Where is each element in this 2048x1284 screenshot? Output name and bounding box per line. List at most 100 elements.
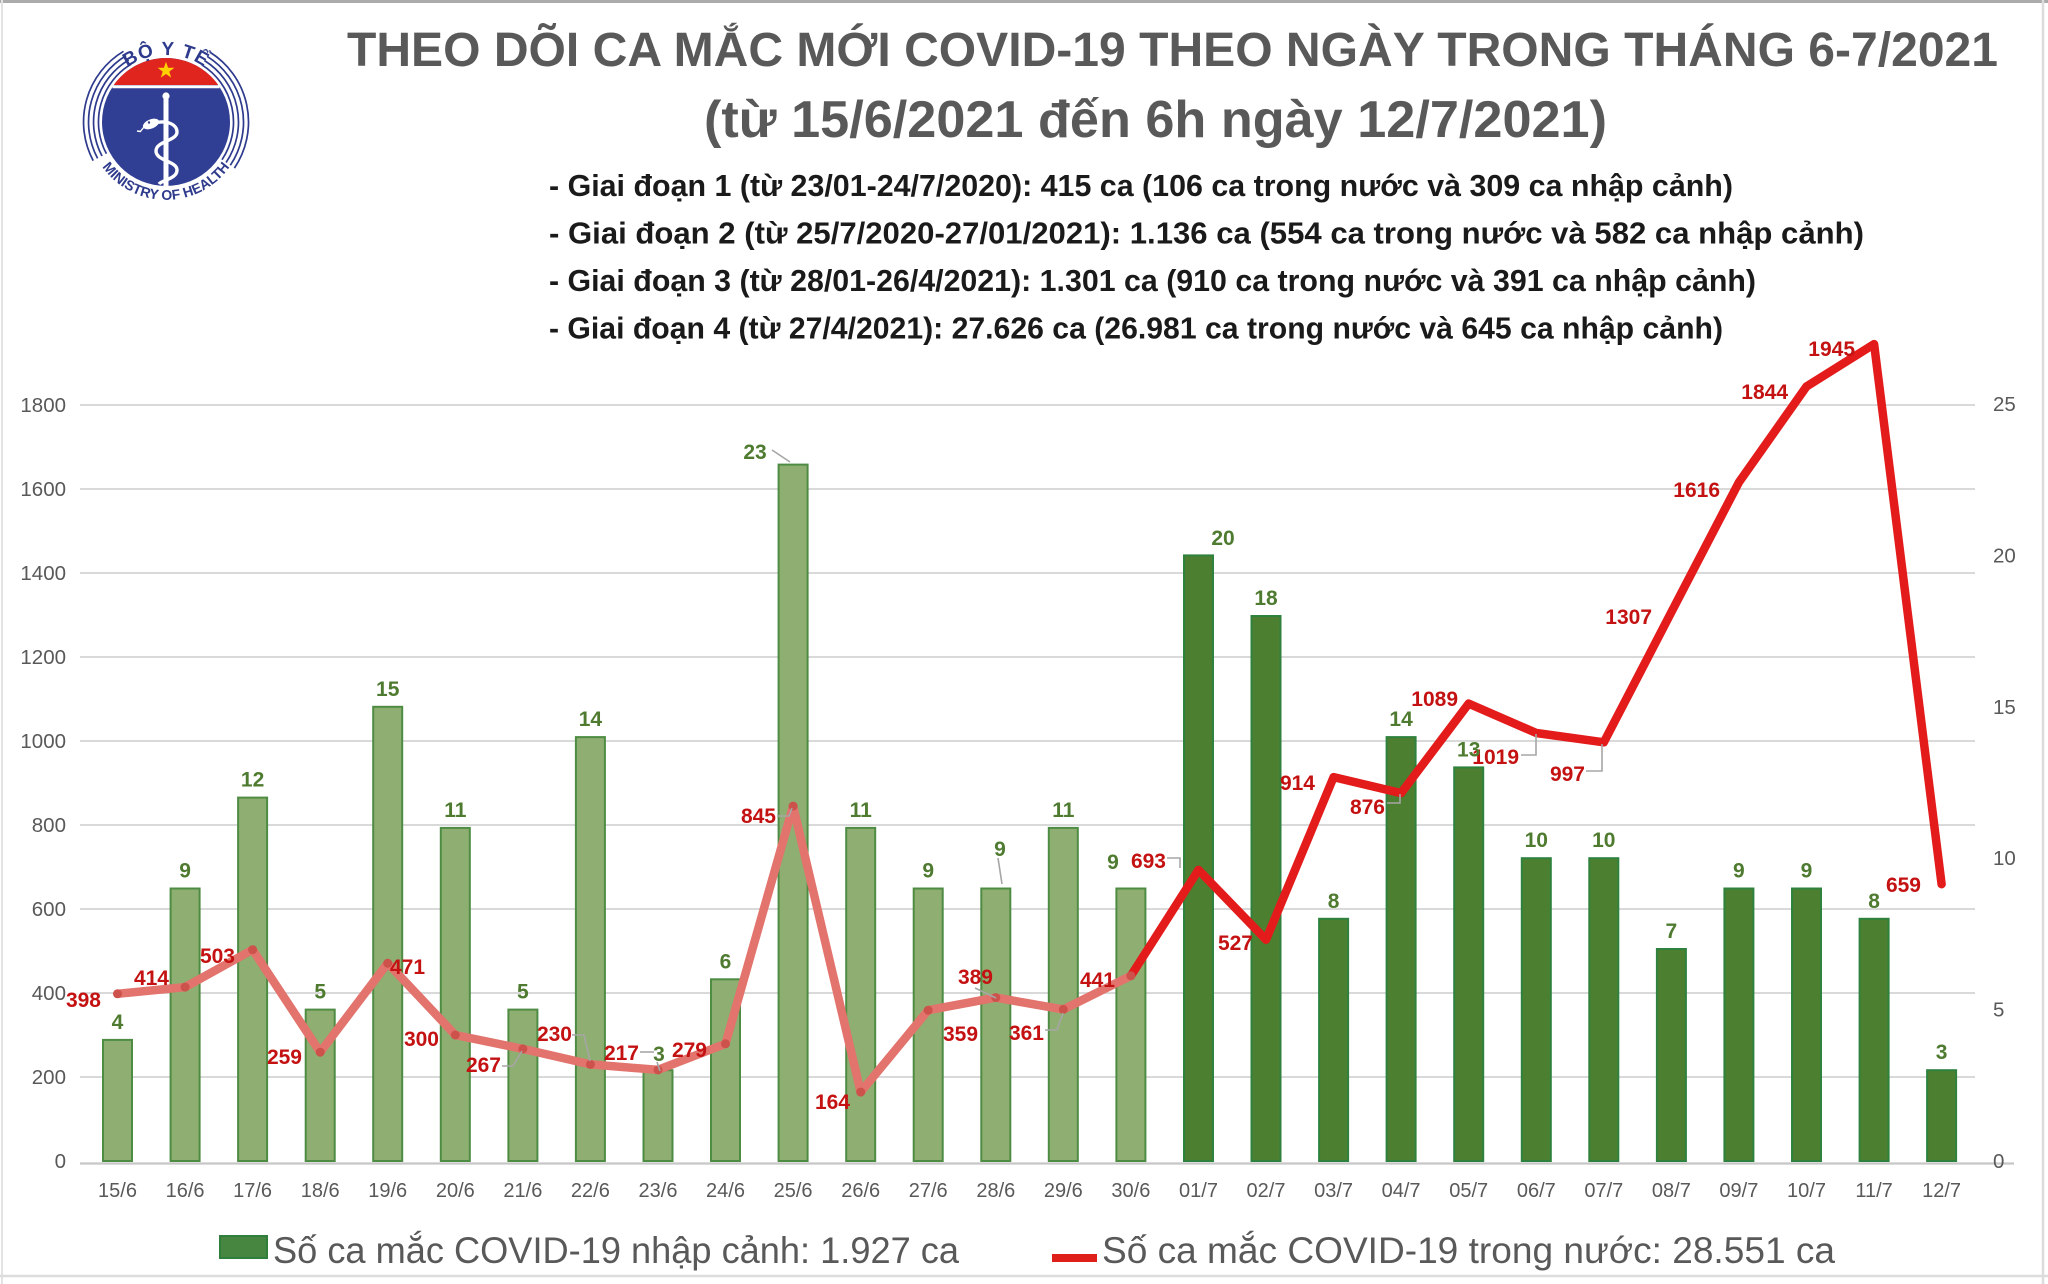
svg-text:1616: 1616	[1673, 479, 1720, 502]
svg-text:8: 8	[1328, 890, 1340, 913]
svg-text:1200: 1200	[20, 646, 66, 669]
svg-text:28/6: 28/6	[976, 1180, 1015, 1202]
svg-text:9: 9	[1801, 860, 1813, 883]
svg-text:997: 997	[1550, 763, 1585, 786]
svg-text:13: 13	[1457, 738, 1480, 761]
svg-text:1600: 1600	[20, 478, 66, 501]
svg-text:21/6: 21/6	[503, 1180, 542, 1202]
svg-text:08/7: 08/7	[1652, 1180, 1691, 1202]
svg-text:30/6: 30/6	[1111, 1180, 1150, 1202]
svg-text:300: 300	[404, 1028, 439, 1051]
svg-text:845: 845	[741, 805, 776, 828]
svg-text:02/7: 02/7	[1247, 1180, 1286, 1202]
svg-text:(từ 15/6/2021 đến 6h ngày 12/7: (từ 15/6/2021 đến 6h ngày 12/7/2021)	[704, 91, 1607, 149]
svg-text:10/7: 10/7	[1787, 1180, 1826, 1202]
svg-text:15: 15	[1993, 696, 2016, 719]
svg-text:1945: 1945	[1808, 338, 1855, 361]
svg-text:398: 398	[66, 989, 101, 1012]
svg-text:11/7: 11/7	[1855, 1180, 1892, 1202]
svg-text:9: 9	[1733, 860, 1745, 883]
svg-text:10: 10	[1993, 847, 2016, 870]
svg-text:12/7: 12/7	[1922, 1180, 1961, 1202]
svg-text:659: 659	[1886, 874, 1921, 897]
svg-text:9: 9	[994, 838, 1006, 861]
svg-text:Số ca mắc COVID-19 trong nước:: Số ca mắc COVID-19 trong nước: 28.551 ca	[1102, 1230, 1835, 1271]
svg-text:THEO DÕI CA MẮC MỚI COVID-19 T: THEO DÕI CA MẮC MỚI COVID-19 THEO NGÀY T…	[347, 22, 1998, 77]
svg-text:7: 7	[1666, 920, 1678, 943]
svg-text:600: 600	[32, 898, 66, 921]
svg-text:18/6: 18/6	[301, 1180, 340, 1202]
svg-text:1000: 1000	[20, 730, 66, 753]
svg-text:11: 11	[850, 799, 873, 822]
svg-text:22/6: 22/6	[571, 1180, 610, 1202]
svg-text:4: 4	[112, 1011, 124, 1034]
svg-text:05/7: 05/7	[1449, 1180, 1488, 1202]
svg-text:06/7: 06/7	[1517, 1180, 1556, 1202]
svg-text:693: 693	[1131, 850, 1166, 873]
svg-text:1400: 1400	[20, 562, 66, 585]
svg-text:259: 259	[267, 1046, 302, 1069]
svg-text:- Giai đoạn 1 (từ 23/01-24/7/2: - Giai đoạn 1 (từ 23/01-24/7/2020): 415 …	[549, 168, 1733, 203]
svg-text:15/6: 15/6	[98, 1180, 137, 1202]
svg-text:25: 25	[1993, 393, 2016, 416]
svg-text:279: 279	[672, 1039, 707, 1062]
svg-text:217: 217	[604, 1042, 639, 1065]
svg-text:15: 15	[376, 678, 400, 701]
svg-text:01/7: 01/7	[1179, 1180, 1218, 1202]
svg-text:07/7: 07/7	[1584, 1180, 1623, 1202]
svg-text:16/6: 16/6	[166, 1180, 205, 1202]
svg-text:17/6: 17/6	[233, 1180, 272, 1202]
svg-text:8: 8	[1868, 890, 1880, 913]
svg-text:23: 23	[743, 441, 766, 464]
svg-text:361: 361	[1009, 1022, 1044, 1045]
svg-text:1844: 1844	[1741, 381, 1788, 404]
svg-text:23/6: 23/6	[639, 1180, 678, 1202]
svg-text:09/7: 09/7	[1719, 1180, 1758, 1202]
svg-text:914: 914	[1280, 772, 1315, 795]
svg-text:26/6: 26/6	[841, 1180, 880, 1202]
svg-text:9: 9	[922, 860, 934, 883]
svg-text:11: 11	[1052, 799, 1075, 822]
svg-text:19/6: 19/6	[368, 1180, 407, 1202]
svg-text:0: 0	[1993, 1150, 2004, 1173]
svg-text:164: 164	[815, 1091, 850, 1114]
svg-text:- Giai đoạn 3 (từ 28/01-26/4/2: - Giai đoạn 3 (từ 28/01-26/4/2021): 1.30…	[549, 263, 1756, 298]
svg-text:12: 12	[241, 769, 264, 792]
svg-text:9: 9	[1107, 851, 1119, 874]
svg-text:5: 5	[517, 981, 529, 1004]
svg-text:03/7: 03/7	[1314, 1180, 1353, 1202]
svg-text:25/6: 25/6	[774, 1180, 813, 1202]
svg-text:14: 14	[1389, 708, 1413, 731]
svg-text:414: 414	[134, 967, 169, 990]
svg-text:11: 11	[444, 799, 467, 822]
svg-text:230: 230	[537, 1023, 572, 1046]
svg-text:14: 14	[579, 708, 603, 731]
svg-text:389: 389	[958, 966, 993, 989]
svg-text:503: 503	[200, 945, 235, 968]
svg-text:6: 6	[720, 950, 732, 973]
svg-text:876: 876	[1350, 796, 1385, 819]
svg-text:5: 5	[314, 981, 326, 1004]
svg-text:3: 3	[653, 1043, 665, 1066]
svg-text:0: 0	[55, 1150, 66, 1173]
svg-text:27/6: 27/6	[909, 1180, 948, 1202]
svg-text:1019: 1019	[1472, 746, 1519, 769]
svg-text:04/7: 04/7	[1382, 1180, 1421, 1202]
svg-text:10: 10	[1592, 829, 1615, 852]
svg-text:20: 20	[1211, 527, 1234, 550]
svg-text:5: 5	[1993, 999, 2004, 1022]
svg-text:800: 800	[32, 814, 66, 837]
svg-text:400: 400	[32, 982, 66, 1005]
svg-text:- Giai đoạn 2 (từ 25/7/2020-27: - Giai đoạn 2 (từ 25/7/2020-27/01/2021):…	[549, 216, 1864, 251]
svg-text:1307: 1307	[1605, 606, 1652, 629]
svg-text:200: 200	[32, 1066, 66, 1089]
svg-text:20/6: 20/6	[436, 1180, 475, 1202]
svg-text:441: 441	[1080, 969, 1115, 992]
svg-text:267: 267	[466, 1054, 501, 1077]
svg-text:10: 10	[1525, 829, 1548, 852]
svg-text:1800: 1800	[20, 394, 66, 417]
svg-text:1089: 1089	[1411, 688, 1458, 711]
svg-text:359: 359	[943, 1023, 978, 1046]
svg-text:20: 20	[1993, 544, 2016, 567]
svg-text:9: 9	[179, 860, 191, 883]
